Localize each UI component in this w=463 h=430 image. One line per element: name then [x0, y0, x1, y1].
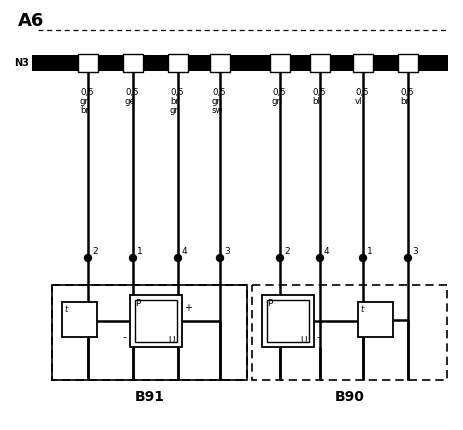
- Text: B91: B91: [134, 390, 164, 404]
- Bar: [168, 54, 188, 72]
- Circle shape: [316, 255, 323, 261]
- Text: P: P: [135, 299, 140, 308]
- Bar: [352, 54, 372, 72]
- Text: sw: sw: [212, 106, 223, 115]
- Text: 10: 10: [134, 59, 145, 68]
- Text: U: U: [300, 336, 306, 345]
- Text: bl: bl: [311, 97, 319, 106]
- Bar: [357, 302, 392, 337]
- Circle shape: [216, 255, 223, 261]
- Text: 39: 39: [89, 59, 100, 68]
- Text: ge: ge: [125, 97, 136, 106]
- Text: 3: 3: [224, 247, 229, 256]
- Text: 2: 2: [283, 247, 289, 256]
- Text: 7: 7: [281, 59, 286, 68]
- Text: 32: 32: [179, 59, 190, 68]
- Text: -: -: [315, 332, 319, 342]
- Circle shape: [276, 255, 283, 261]
- Text: +: +: [184, 303, 192, 313]
- Bar: [52, 285, 246, 380]
- Text: 1: 1: [366, 247, 372, 256]
- Bar: [52, 285, 246, 380]
- Text: gn: gn: [271, 97, 282, 106]
- Circle shape: [359, 255, 366, 261]
- Bar: [266, 300, 308, 342]
- Bar: [32, 55, 447, 71]
- Text: 3: 3: [411, 247, 417, 256]
- Bar: [251, 285, 446, 380]
- Bar: [78, 54, 98, 72]
- Text: t: t: [64, 305, 67, 314]
- Text: br: br: [399, 97, 408, 106]
- Text: 0,5: 0,5: [125, 88, 138, 97]
- Text: 0,5: 0,5: [271, 88, 285, 97]
- Text: N3: N3: [14, 58, 29, 68]
- Text: 29: 29: [363, 59, 375, 68]
- Text: 2: 2: [92, 247, 97, 256]
- Circle shape: [174, 255, 181, 261]
- Text: 21: 21: [320, 59, 332, 68]
- Text: t: t: [359, 305, 363, 314]
- Text: gn: gn: [212, 97, 223, 106]
- Bar: [62, 302, 97, 337]
- Text: U: U: [168, 336, 174, 345]
- Text: -: -: [122, 332, 126, 342]
- Text: 48: 48: [408, 59, 419, 68]
- Text: B90: B90: [334, 390, 363, 404]
- Bar: [309, 54, 329, 72]
- Text: 0,5: 0,5: [311, 88, 325, 97]
- Bar: [269, 54, 289, 72]
- Bar: [130, 295, 181, 347]
- Text: 0,5: 0,5: [80, 88, 94, 97]
- Circle shape: [84, 255, 91, 261]
- Text: 4: 4: [181, 247, 187, 256]
- Text: gr: gr: [169, 106, 179, 115]
- Text: 6: 6: [220, 59, 226, 68]
- Text: gr: gr: [80, 97, 89, 106]
- Text: P: P: [266, 299, 272, 308]
- Text: br: br: [169, 97, 179, 106]
- Text: 0,5: 0,5: [399, 88, 413, 97]
- Bar: [262, 295, 313, 347]
- Text: br: br: [80, 106, 89, 115]
- Bar: [123, 54, 143, 72]
- Bar: [210, 54, 230, 72]
- Text: 0,5: 0,5: [169, 88, 183, 97]
- Text: 4: 4: [323, 247, 329, 256]
- Text: 0,5: 0,5: [354, 88, 368, 97]
- Text: 1: 1: [137, 247, 143, 256]
- Text: 0,5: 0,5: [212, 88, 225, 97]
- Text: vl: vl: [354, 97, 362, 106]
- Bar: [135, 300, 176, 342]
- Circle shape: [129, 255, 136, 261]
- Text: A6: A6: [18, 12, 44, 30]
- Circle shape: [404, 255, 411, 261]
- Bar: [397, 54, 417, 72]
